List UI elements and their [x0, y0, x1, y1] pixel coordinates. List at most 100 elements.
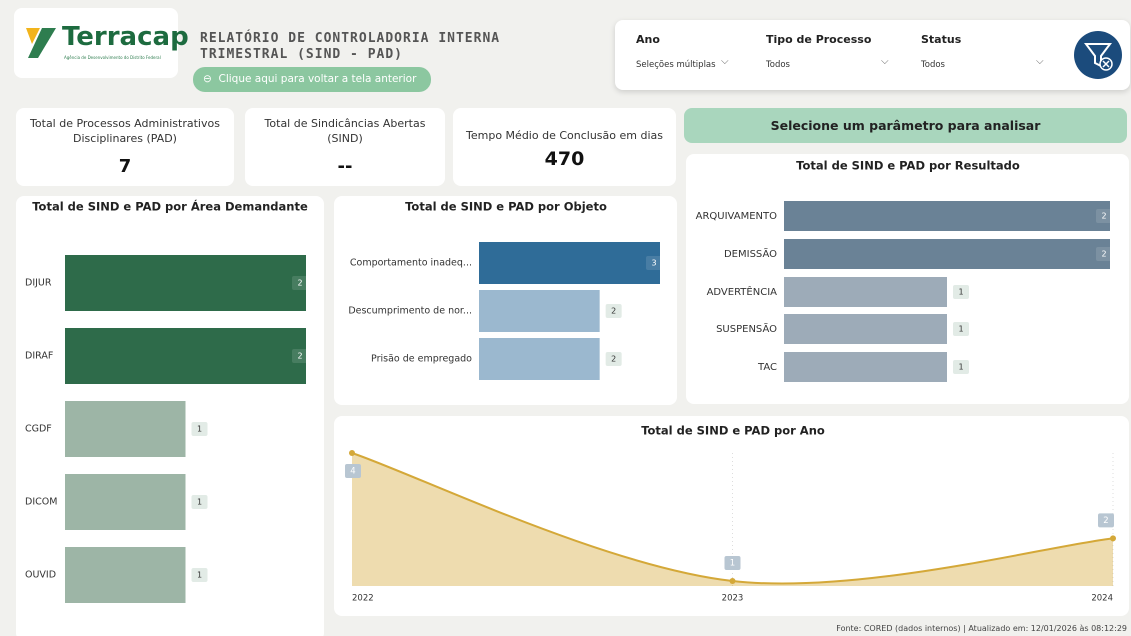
value-label: 1 [197, 425, 202, 434]
value-label-box [1098, 513, 1114, 528]
bar [784, 277, 947, 307]
filter-panel: Ano Seleções múltiplas ⌵ Tipo de Processo To… [615, 20, 1130, 90]
value-label-box [191, 568, 208, 582]
kpi-card: Total de Sindicâncias Abertas (SIND) -- [245, 108, 445, 186]
point [1110, 535, 1116, 542]
bar [65, 401, 186, 457]
chart-title: Total de SIND e PAD por Resultado [796, 159, 1020, 173]
bar [784, 239, 1110, 269]
logo-card: Terracap Agência de Desenvolvimento do D… [14, 8, 189, 78]
area-fill [352, 453, 1113, 586]
filter-value[interactable]: Seleções múltiplas [636, 60, 716, 70]
value-label-box [953, 322, 969, 336]
dropdown-arrow: ⌵ [881, 56, 889, 67]
bar [65, 474, 186, 530]
value-label-box [605, 304, 622, 318]
bar [65, 328, 306, 384]
value-label-box [1096, 209, 1112, 223]
chart-title: Total de SIND e PAD por Área Demandante [32, 199, 308, 214]
kpi-value: -- [337, 156, 353, 177]
kpi-value: 470 [544, 148, 585, 170]
kpi-card: Tempo Médio de Conclusão em dias 470 [453, 108, 676, 186]
point [349, 450, 355, 456]
value-label: 1 [730, 559, 735, 569]
clear-filters-button[interactable] [1073, 30, 1123, 80]
bar [479, 242, 660, 284]
logo-icon [26, 28, 56, 58]
kpi-label: Tempo Médio de Conclusão em dias [466, 129, 663, 142]
filter-label: Tipo de Processo [766, 33, 872, 46]
x-tick-label: 2023 [722, 594, 744, 604]
value-label: 2 [611, 307, 616, 316]
category-label: DEMISSÃO [724, 247, 777, 260]
kpi-card: Total de Processos Administrativos Disci… [16, 108, 234, 186]
value-label: 2 [297, 279, 302, 288]
filter-label: Ano [636, 33, 660, 46]
chart-title: Total de SIND e PAD por Objeto [405, 200, 607, 214]
value-label-box [1096, 247, 1112, 261]
value-label: 3 [651, 259, 656, 268]
value-label: 1 [958, 325, 963, 334]
value-label: 2 [1103, 516, 1108, 526]
value-label: 1 [197, 571, 202, 580]
bar [479, 338, 600, 380]
filter-value[interactable]: Todos [766, 60, 790, 70]
category-label: SUSPENSÃO [716, 322, 777, 335]
value-label-box [724, 556, 741, 570]
x-tick-label: 2022 [352, 594, 374, 604]
dropdown-arrow: ⌵ [721, 56, 729, 67]
value-label-box [646, 256, 662, 270]
back-button-label: Clique aqui para voltar a tela anterior [218, 73, 417, 85]
value-label-box [345, 464, 361, 478]
value-label-box [605, 352, 622, 366]
chart-title: Total de SIND e PAD por Ano [641, 424, 825, 438]
category-label: CGDF [25, 424, 52, 435]
category-label: TAC [757, 362, 777, 373]
category-label: DIJUR [25, 278, 52, 289]
back-button[interactable]: ⊖ Clique aqui para voltar a tela anterio… [193, 67, 431, 92]
bar [65, 255, 306, 311]
bar [65, 547, 186, 603]
value-label-box [292, 349, 308, 363]
value-label: 2 [1101, 212, 1106, 221]
value-label: 2 [611, 355, 616, 364]
parameter-button[interactable]: Selecione um parâmetro para analisar [684, 108, 1127, 143]
point [729, 578, 736, 584]
logo-subtitle: Agência de Desenvolvimento do Distrito F… [64, 55, 161, 60]
kpi-label: Total de Sindicâncias Abertas (SIND) [264, 117, 426, 145]
title-line: RELATÓRIO DE CONTROLADORIA INTERNA [200, 31, 501, 46]
logo-text: Terracap [62, 22, 189, 52]
category-label: OUVID [25, 570, 56, 581]
report-title: RELATÓRIO DE CONTROLADORIA INTERNA TRIME… [200, 31, 500, 63]
category-label: DIRAF [25, 351, 53, 362]
value-label-box [953, 360, 969, 374]
category-label: ARQUIVAMENTO [696, 211, 778, 222]
value-label: 2 [1101, 250, 1106, 259]
bar [784, 352, 947, 382]
category-label: Comportamento inadeq... [350, 258, 472, 269]
kpi-label: Total de Processos Administrativos Disci… [30, 117, 220, 145]
value-label: 2 [297, 352, 302, 361]
bar [784, 314, 947, 344]
value-label: 1 [958, 288, 963, 297]
kpi-value: 7 [118, 156, 132, 177]
category-label: DICOM [25, 497, 57, 508]
value-label-box [191, 422, 208, 436]
category-label: ADVERTÊNCIA [707, 285, 778, 298]
bar [784, 201, 1110, 231]
value-label-box [191, 495, 208, 509]
value-label: 4 [350, 467, 355, 477]
title-line: TRIMESTRAL (SIND - PAD) [200, 47, 404, 62]
bar [479, 290, 600, 332]
value-label: 1 [197, 498, 202, 507]
value-label-box [292, 276, 308, 290]
footer: Fonte: CORED (dados internos) | Atualiza… [836, 624, 1127, 633]
category-label: Descumprimento de nor... [348, 306, 472, 317]
filter-label: Status [921, 33, 962, 46]
value-label-box [953, 285, 969, 299]
value-label: 1 [958, 363, 963, 372]
category-label: Prisão de empregado [371, 354, 472, 365]
filter-value[interactable]: Todos [921, 60, 945, 70]
